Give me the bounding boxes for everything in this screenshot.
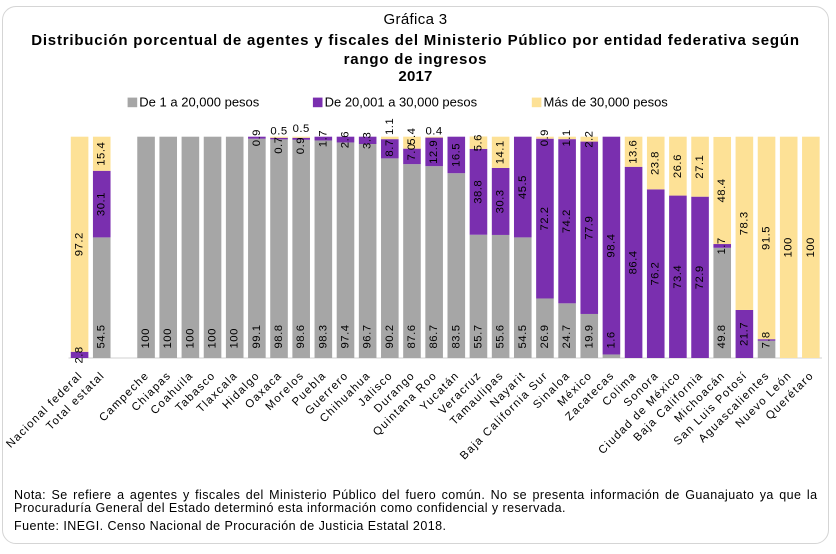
svg-text:54.5: 54.5 bbox=[517, 325, 529, 349]
svg-text:98.8: 98.8 bbox=[273, 325, 285, 349]
svg-text:83.5: 83.5 bbox=[450, 325, 462, 349]
svg-text:100: 100 bbox=[207, 328, 219, 348]
svg-text:87.6: 87.6 bbox=[406, 325, 418, 349]
svg-text:2.6: 2.6 bbox=[340, 131, 352, 148]
svg-text:100: 100 bbox=[783, 237, 795, 257]
svg-text:2.8: 2.8 bbox=[74, 346, 86, 363]
svg-text:98.6: 98.6 bbox=[295, 325, 307, 349]
svg-text:De 1 a 20,000 pesos: De 1 a 20,000 pesos bbox=[139, 95, 259, 110]
svg-text:15.4: 15.4 bbox=[96, 142, 108, 166]
svg-text:100: 100 bbox=[162, 328, 174, 348]
svg-text:90.2: 90.2 bbox=[384, 325, 396, 349]
svg-text:0.9: 0.9 bbox=[295, 137, 307, 154]
svg-text:0.4: 0.4 bbox=[426, 125, 443, 137]
svg-text:5.6: 5.6 bbox=[472, 134, 484, 151]
svg-text:30.1: 30.1 bbox=[96, 192, 108, 216]
svg-text:100: 100 bbox=[140, 328, 152, 348]
svg-text:1.1: 1.1 bbox=[384, 118, 396, 135]
svg-text:Más de 30,000 pesos: Más de 30,000 pesos bbox=[544, 95, 669, 110]
svg-text:74.2: 74.2 bbox=[561, 209, 573, 233]
svg-text:45.5: 45.5 bbox=[517, 175, 529, 199]
svg-text:0.5: 0.5 bbox=[270, 125, 287, 137]
svg-text:55.7: 55.7 bbox=[472, 325, 484, 349]
svg-text:7.0: 7.0 bbox=[406, 143, 418, 160]
svg-text:91.5: 91.5 bbox=[761, 226, 773, 250]
svg-text:49.8: 49.8 bbox=[716, 325, 728, 349]
svg-text:86.7: 86.7 bbox=[428, 325, 440, 349]
svg-text:0.7: 0.7 bbox=[273, 137, 285, 154]
svg-text:8.7: 8.7 bbox=[384, 139, 396, 156]
svg-text:1.7: 1.7 bbox=[317, 130, 329, 147]
svg-text:14.1: 14.1 bbox=[495, 140, 507, 164]
svg-text:3.3: 3.3 bbox=[362, 132, 374, 149]
svg-text:1.6: 1.6 bbox=[605, 331, 617, 348]
svg-text:0.9: 0.9 bbox=[251, 129, 263, 146]
svg-text:96.7: 96.7 bbox=[362, 325, 374, 349]
svg-text:13.6: 13.6 bbox=[628, 140, 640, 164]
svg-text:97.2: 97.2 bbox=[74, 232, 86, 256]
svg-text:30.3: 30.3 bbox=[495, 189, 507, 213]
svg-text:5.4: 5.4 bbox=[406, 128, 418, 145]
svg-text:19.9: 19.9 bbox=[583, 325, 595, 349]
svg-text:98.3: 98.3 bbox=[317, 325, 329, 349]
svg-text:100: 100 bbox=[229, 328, 241, 348]
svg-text:16.5: 16.5 bbox=[450, 143, 462, 167]
svg-text:26.6: 26.6 bbox=[672, 154, 684, 178]
svg-text:27.1: 27.1 bbox=[694, 155, 706, 179]
svg-text:100: 100 bbox=[184, 328, 196, 348]
svg-text:1.7: 1.7 bbox=[716, 237, 728, 254]
svg-text:78.3: 78.3 bbox=[738, 211, 750, 235]
svg-text:24.7: 24.7 bbox=[561, 325, 573, 349]
svg-text:72.9: 72.9 bbox=[694, 265, 706, 289]
svg-text:2.2: 2.2 bbox=[583, 131, 595, 148]
svg-text:77.9: 77.9 bbox=[583, 216, 595, 240]
svg-text:48.4: 48.4 bbox=[716, 178, 728, 202]
svg-text:1.1: 1.1 bbox=[561, 129, 573, 146]
svg-text:54.5: 54.5 bbox=[96, 325, 108, 349]
svg-text:0.5: 0.5 bbox=[293, 123, 310, 135]
svg-text:0.9: 0.9 bbox=[539, 129, 551, 146]
svg-text:38.8: 38.8 bbox=[472, 180, 484, 204]
svg-text:97.4: 97.4 bbox=[340, 325, 352, 349]
svg-text:7.8: 7.8 bbox=[761, 331, 773, 348]
svg-text:De 20,001 a 30,000 pesos: De 20,001 a 30,000 pesos bbox=[325, 95, 478, 110]
svg-text:76.2: 76.2 bbox=[650, 262, 662, 286]
svg-text:98.4: 98.4 bbox=[605, 234, 617, 258]
svg-text:55.6: 55.6 bbox=[495, 325, 507, 349]
svg-text:23.8: 23.8 bbox=[650, 151, 662, 175]
svg-text:86.4: 86.4 bbox=[628, 250, 640, 274]
svg-text:12.9: 12.9 bbox=[428, 140, 440, 164]
svg-text:21.7: 21.7 bbox=[738, 322, 750, 346]
svg-text:72.2: 72.2 bbox=[539, 207, 551, 231]
svg-text:73.4: 73.4 bbox=[672, 265, 684, 289]
svg-text:26.9: 26.9 bbox=[539, 325, 551, 349]
svg-text:100: 100 bbox=[805, 237, 817, 257]
svg-text:99.1: 99.1 bbox=[251, 325, 263, 349]
